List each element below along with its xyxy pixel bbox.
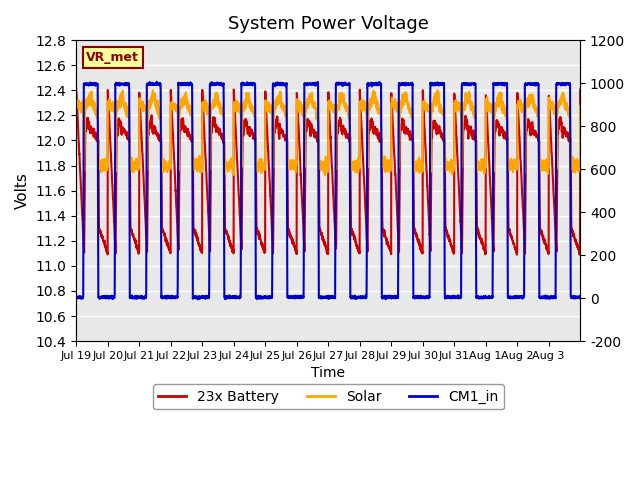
- 23x Battery: [469, 134, 477, 140]
- CM1_in: [576, 293, 584, 299]
- Solar: [571, 157, 579, 163]
- 23x Battery: [571, 236, 579, 242]
- CM1_in: [500, 81, 508, 87]
- Title: System Power Voltage: System Power Voltage: [228, 15, 429, 33]
- CM1_in: [469, 81, 477, 87]
- Line: CM1_in: CM1_in: [76, 82, 580, 299]
- CM1_in: [194, 296, 202, 302]
- 23x Battery: [72, 87, 80, 93]
- Solar: [149, 87, 157, 93]
- Solar: [72, 99, 80, 105]
- CM1_in: [153, 79, 161, 84]
- X-axis label: Time: Time: [311, 366, 345, 381]
- CM1_in: [571, 294, 579, 300]
- Legend: 23x Battery, Solar, CM1_in: 23x Battery, Solar, CM1_in: [153, 384, 504, 409]
- Solar: [176, 110, 184, 116]
- CM1_in: [437, 81, 445, 86]
- Text: VR_met: VR_met: [86, 51, 140, 64]
- 23x Battery: [393, 196, 401, 202]
- CM1_in: [72, 294, 80, 300]
- Solar: [500, 101, 508, 107]
- Line: 23x Battery: 23x Battery: [76, 90, 580, 255]
- 23x Battery: [437, 131, 445, 136]
- Solar: [393, 104, 401, 110]
- Line: Solar: Solar: [76, 90, 580, 176]
- 23x Battery: [175, 153, 183, 158]
- CM1_in: [176, 82, 184, 88]
- 23x Battery: [576, 252, 584, 258]
- Solar: [321, 173, 329, 179]
- Y-axis label: Volts: Volts: [15, 172, 30, 209]
- 23x Battery: [576, 87, 584, 93]
- Solar: [437, 105, 445, 110]
- Solar: [576, 104, 584, 109]
- 23x Battery: [230, 87, 237, 93]
- 23x Battery: [499, 128, 507, 133]
- Solar: [469, 108, 477, 114]
- CM1_in: [393, 293, 401, 299]
